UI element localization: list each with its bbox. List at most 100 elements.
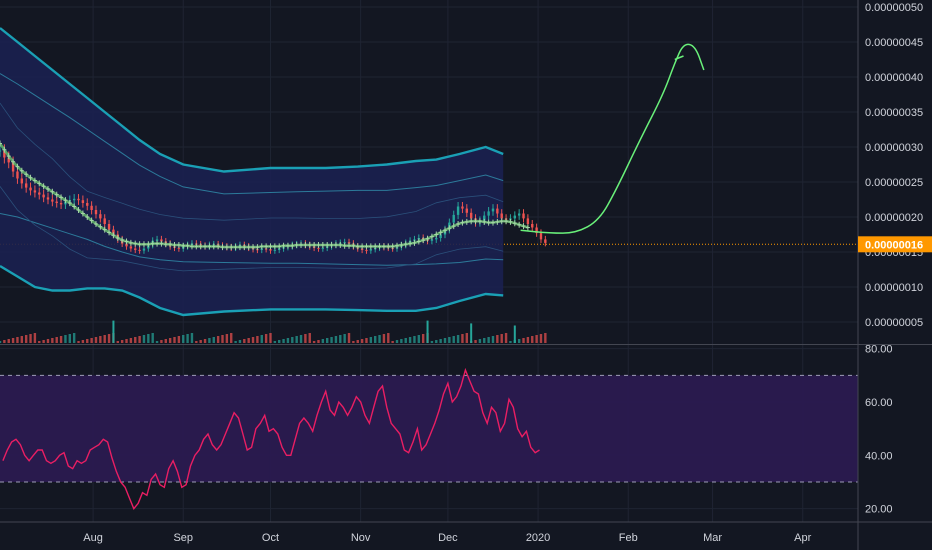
candle-body — [461, 206, 464, 209]
volume-bar — [20, 336, 24, 343]
ma-marker — [120, 237, 125, 244]
volume-bar — [317, 340, 320, 343]
candle-body — [160, 239, 163, 242]
ma-marker — [373, 243, 378, 250]
candle-body — [430, 239, 434, 241]
ma-marker — [59, 194, 64, 201]
candle-body — [522, 213, 525, 219]
volume-bar — [278, 340, 281, 343]
ma-marker — [277, 243, 282, 250]
candle-body — [177, 247, 181, 249]
candle-body — [500, 213, 503, 219]
ma-marker — [98, 223, 103, 230]
ma-marker — [517, 221, 522, 228]
time-tick-label: Feb — [619, 532, 638, 544]
ma-marker — [141, 241, 146, 248]
volume-bar — [443, 338, 447, 343]
candle-body — [7, 157, 10, 163]
volume-bar — [103, 335, 106, 343]
volume-bar — [86, 339, 89, 343]
volume-bar — [225, 334, 229, 343]
ma-marker — [155, 240, 160, 247]
candle-body — [439, 234, 442, 238]
ma-marker — [464, 218, 469, 225]
ma-marker — [368, 243, 373, 250]
rsi-tick-label: 80.00 — [865, 344, 893, 356]
volume-bar — [138, 336, 141, 343]
volume-bar — [417, 335, 421, 343]
band-fill — [0, 28, 504, 315]
ma-marker — [137, 241, 142, 248]
volume-bar — [339, 335, 342, 343]
volume-bar — [11, 338, 15, 343]
candle-body — [42, 194, 45, 198]
last-price-label: 0.00000016 — [865, 239, 923, 251]
volume-bar — [190, 333, 194, 343]
volume-bar — [33, 333, 37, 343]
rsi-band-fill — [0, 375, 858, 482]
volume-bar — [291, 337, 294, 343]
volume-bar — [46, 339, 50, 343]
ma-marker — [216, 243, 221, 250]
volume-bar — [360, 339, 364, 343]
ma-marker — [504, 218, 509, 225]
price-tick-label: 0.00000010 — [865, 282, 923, 294]
volume-bar — [352, 341, 355, 343]
ma-marker — [189, 243, 194, 250]
volume-bar — [382, 334, 386, 343]
volume-bar — [77, 341, 80, 343]
ma-marker — [246, 244, 251, 251]
volume-bar — [264, 334, 268, 343]
volume-bar — [142, 335, 146, 343]
ma-marker — [54, 191, 59, 198]
volume-bar — [421, 334, 425, 343]
ma-marker — [312, 242, 317, 248]
volume-bar — [155, 341, 159, 343]
volume-bar — [496, 335, 499, 343]
ma-marker — [6, 153, 11, 160]
volume-bar — [391, 341, 394, 343]
ma-marker — [307, 242, 312, 248]
volume-bar — [151, 333, 154, 343]
volume-bar — [378, 335, 381, 343]
ma-marker — [347, 242, 352, 249]
candle-body — [51, 199, 54, 202]
ma-marker — [412, 239, 417, 246]
ma-marker — [168, 241, 173, 248]
last-price-tag: 0.00000016 — [858, 236, 932, 253]
volume-bar — [483, 338, 486, 343]
ma-marker — [111, 232, 116, 239]
volume-bar — [269, 333, 272, 343]
candle-body — [125, 243, 128, 247]
ma-marker — [268, 243, 273, 250]
candle-body — [94, 210, 98, 215]
ma-marker — [403, 241, 408, 248]
volume-bar — [208, 338, 211, 343]
projection-arrow-stroke — [674, 55, 684, 61]
candle-body — [465, 208, 469, 213]
candle-body — [142, 248, 146, 251]
volume-bar — [448, 337, 451, 343]
time-tick-label: Mar — [703, 532, 722, 544]
ma-marker — [281, 242, 286, 249]
volume-bar — [478, 339, 482, 343]
volume-bar — [3, 340, 6, 343]
volume-bar — [173, 337, 176, 343]
volume-bar — [260, 335, 263, 343]
rsi-line — [2, 367, 540, 511]
candle-body — [103, 218, 106, 224]
last-price-tag-bg — [858, 236, 932, 253]
volume-bar — [0, 341, 2, 343]
ma-marker — [264, 243, 269, 250]
ma-marker — [72, 203, 77, 210]
ma-marker — [185, 242, 190, 249]
volume-bar — [247, 338, 250, 343]
volume-bar — [203, 339, 207, 343]
volume-bar — [256, 336, 259, 343]
ma-marker — [460, 219, 465, 226]
ma-marker — [272, 243, 277, 250]
ma-marker — [128, 239, 133, 246]
ma-marker — [150, 240, 155, 247]
volume-bar — [365, 338, 368, 343]
